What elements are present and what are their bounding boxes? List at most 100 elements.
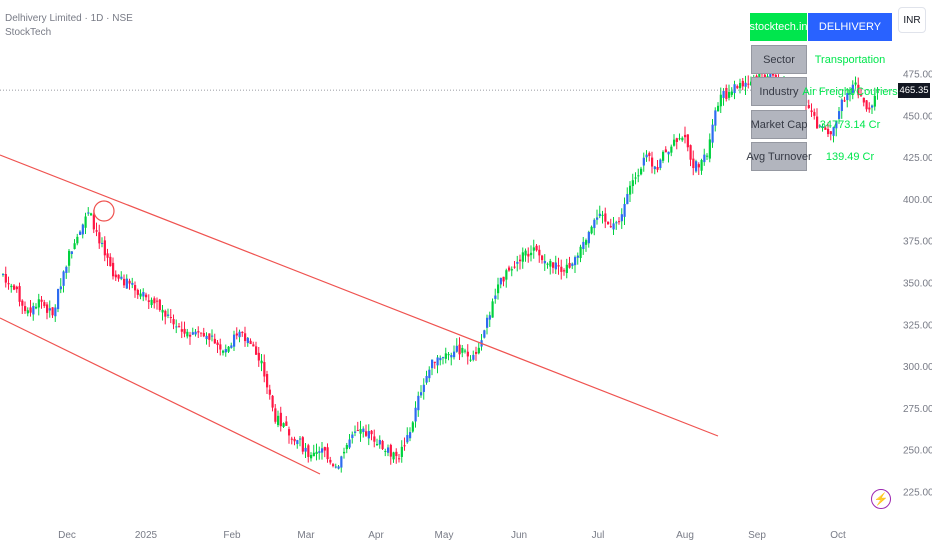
- candle: [447, 352, 450, 361]
- candle: [329, 456, 332, 465]
- candle: [579, 244, 582, 263]
- candle: [711, 118, 714, 148]
- y-tick-label: 425.00: [903, 153, 932, 164]
- candle: [425, 370, 428, 385]
- candle: [719, 87, 722, 114]
- candle: [186, 328, 189, 339]
- candle: [158, 298, 161, 312]
- candle: [263, 354, 266, 383]
- candle: [488, 311, 491, 327]
- candle: [233, 330, 236, 351]
- annotation-circle: [93, 200, 115, 222]
- candle: [453, 345, 456, 360]
- candle: [549, 258, 552, 275]
- candle: [356, 421, 359, 432]
- candle: [304, 443, 307, 459]
- candle: [472, 350, 475, 362]
- candle: [224, 344, 227, 357]
- candle: [26, 307, 29, 317]
- candle: [359, 420, 362, 442]
- candle: [527, 247, 530, 263]
- x-tick-label: Jun: [511, 530, 527, 541]
- candle: [700, 158, 703, 175]
- candle: [208, 333, 211, 347]
- candle: [197, 326, 200, 338]
- candle: [10, 283, 13, 293]
- candle: [609, 218, 612, 228]
- candle: [301, 436, 304, 455]
- candle: [180, 321, 183, 339]
- lightning-icon[interactable]: ⚡: [871, 489, 891, 509]
- candle: [873, 87, 876, 111]
- candle: [84, 212, 87, 234]
- market-cap-label: Market Cap: [751, 110, 807, 139]
- candle: [403, 437, 406, 451]
- candle: [362, 426, 365, 438]
- candle: [516, 255, 519, 272]
- candle: [722, 88, 725, 106]
- candle: [730, 87, 733, 98]
- candle: [131, 277, 134, 289]
- candle: [538, 245, 541, 263]
- candle: [114, 270, 117, 281]
- candle: [145, 292, 148, 301]
- candle: [249, 338, 252, 345]
- candle: [626, 187, 629, 205]
- candle: [367, 424, 370, 446]
- currency-button[interactable]: INR: [898, 7, 926, 33]
- y-tick-label: 250.00: [903, 446, 932, 457]
- candle: [818, 124, 821, 129]
- candle: [29, 300, 32, 317]
- candle: [499, 277, 502, 289]
- candle: [480, 334, 483, 351]
- candle: [373, 429, 376, 448]
- candle: [563, 268, 566, 276]
- candle: [73, 239, 76, 250]
- candle: [37, 293, 40, 316]
- candle: [642, 152, 645, 172]
- candle: [128, 278, 131, 290]
- candle: [717, 102, 720, 112]
- candle: [601, 210, 604, 224]
- candle: [51, 307, 54, 318]
- candle: [343, 447, 346, 459]
- candle: [222, 349, 225, 356]
- candle: [288, 426, 291, 444]
- candle: [736, 84, 739, 90]
- candle: [697, 162, 700, 176]
- candle: [348, 434, 351, 450]
- candle: [645, 150, 648, 162]
- candle: [43, 299, 46, 309]
- candle: [205, 332, 208, 345]
- candle: [398, 454, 401, 463]
- candle: [458, 337, 461, 360]
- candle: [461, 345, 464, 358]
- candle: [477, 342, 480, 355]
- candle: [554, 255, 557, 275]
- candle: [266, 370, 269, 394]
- candle: [521, 247, 524, 269]
- candle: [444, 347, 447, 364]
- candle: [381, 439, 384, 451]
- candle: [849, 87, 852, 102]
- candle: [323, 446, 326, 458]
- candle: [675, 137, 678, 150]
- candle: [502, 276, 505, 287]
- candle: [582, 236, 585, 255]
- candle: [576, 252, 579, 265]
- x-tick-label: Feb: [223, 530, 241, 541]
- candle: [708, 133, 711, 163]
- candle: [101, 237, 104, 248]
- candle: [541, 254, 544, 264]
- candle: [574, 255, 577, 273]
- y-tick-label: 325.00: [903, 320, 932, 331]
- chart-title: Delhivery Limited · 1D · NSE: [5, 13, 133, 24]
- candle: [508, 265, 511, 272]
- candle: [728, 84, 731, 101]
- candle: [354, 425, 357, 437]
- candle: [337, 465, 340, 470]
- candle: [466, 344, 469, 365]
- candle: [598, 205, 601, 219]
- candle: [510, 266, 513, 277]
